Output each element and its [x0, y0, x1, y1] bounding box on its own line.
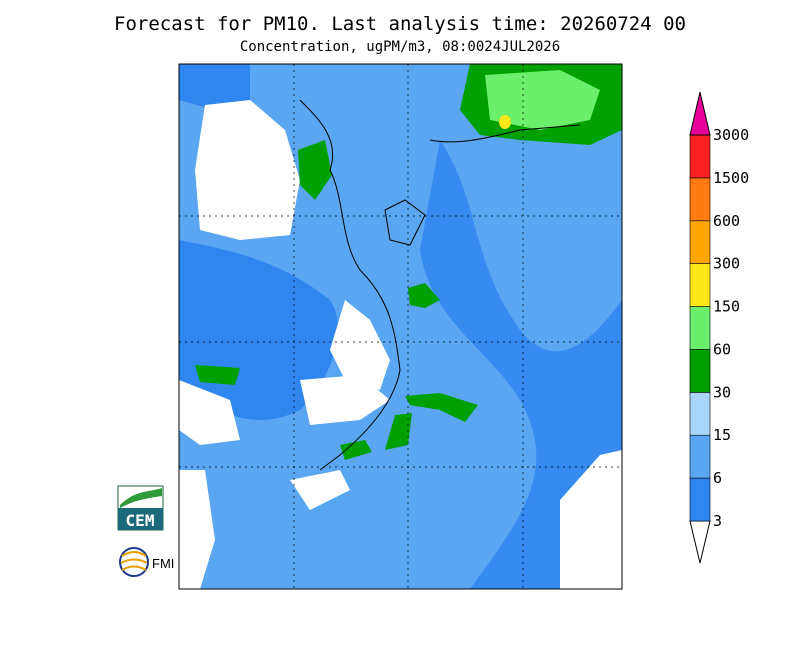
low-concentration: [420, 140, 622, 589]
no-data: [179, 380, 240, 445]
logo-swoosh: [120, 488, 162, 508]
colorbar-band: [689, 477, 711, 522]
cem-logo: CEM: [117, 485, 164, 531]
high-concentration: [485, 70, 600, 130]
colorbar-band: [689, 134, 711, 179]
colorbar-under: [689, 520, 711, 564]
colorbar-label: 3: [713, 512, 722, 530]
fmi-logo: FMI: [119, 547, 174, 577]
coastline: [299, 99, 581, 471]
no-data: [300, 375, 390, 425]
high-concentration: [408, 283, 440, 308]
logo-text: CEM: [126, 511, 155, 530]
colorbar-label: 3000: [713, 126, 749, 144]
colorbar-label: 1500: [713, 169, 749, 187]
logo-waves: [120, 551, 148, 571]
high-concentration: [340, 440, 372, 460]
island: [384, 199, 426, 246]
colorbar-band: [689, 434, 711, 479]
no-data: [290, 470, 350, 510]
no-data: [179, 470, 215, 589]
colorbar: 3 6 15 30 60 150 300 600 1500 3000: [689, 91, 749, 564]
title: Forecast for PM10. Last analysis time: 2…: [114, 13, 686, 35]
colorbar-band: [689, 349, 711, 393]
no-data: [330, 300, 390, 390]
colorbar-band: [689, 177, 711, 222]
graticule: [179, 64, 622, 589]
colorbar-band: [689, 306, 711, 350]
high-concentration: [298, 140, 332, 200]
colorbar-label: 150: [713, 298, 740, 316]
no-data: [560, 450, 622, 589]
logo-text: FMI: [152, 556, 174, 571]
high-concentration: [385, 413, 412, 450]
logo-band: [118, 508, 163, 530]
colorbar-label: 300: [713, 255, 740, 273]
colorbar-band: [689, 392, 711, 436]
high-concentration: [405, 393, 478, 422]
colorbar-over: [689, 91, 711, 136]
logo-globe: [119, 547, 149, 577]
colorbar-band: [689, 220, 711, 264]
high-concentration: [195, 365, 240, 385]
colorbar-label: 60: [713, 340, 731, 358]
colorbar-label: 6: [713, 469, 722, 487]
peak: [499, 115, 511, 129]
no-data: [195, 100, 300, 240]
colorbar-label: 600: [713, 212, 740, 230]
subtitle: Concentration, ugPM/m3, 08:0024JUL2026: [240, 39, 560, 55]
map: [178, 63, 623, 590]
low-concentration: [179, 64, 250, 110]
colorbar-label: 15: [713, 426, 731, 444]
map-frame: [178, 63, 623, 590]
colorbar-band: [689, 263, 711, 307]
colorbar-label: 30: [713, 383, 731, 401]
